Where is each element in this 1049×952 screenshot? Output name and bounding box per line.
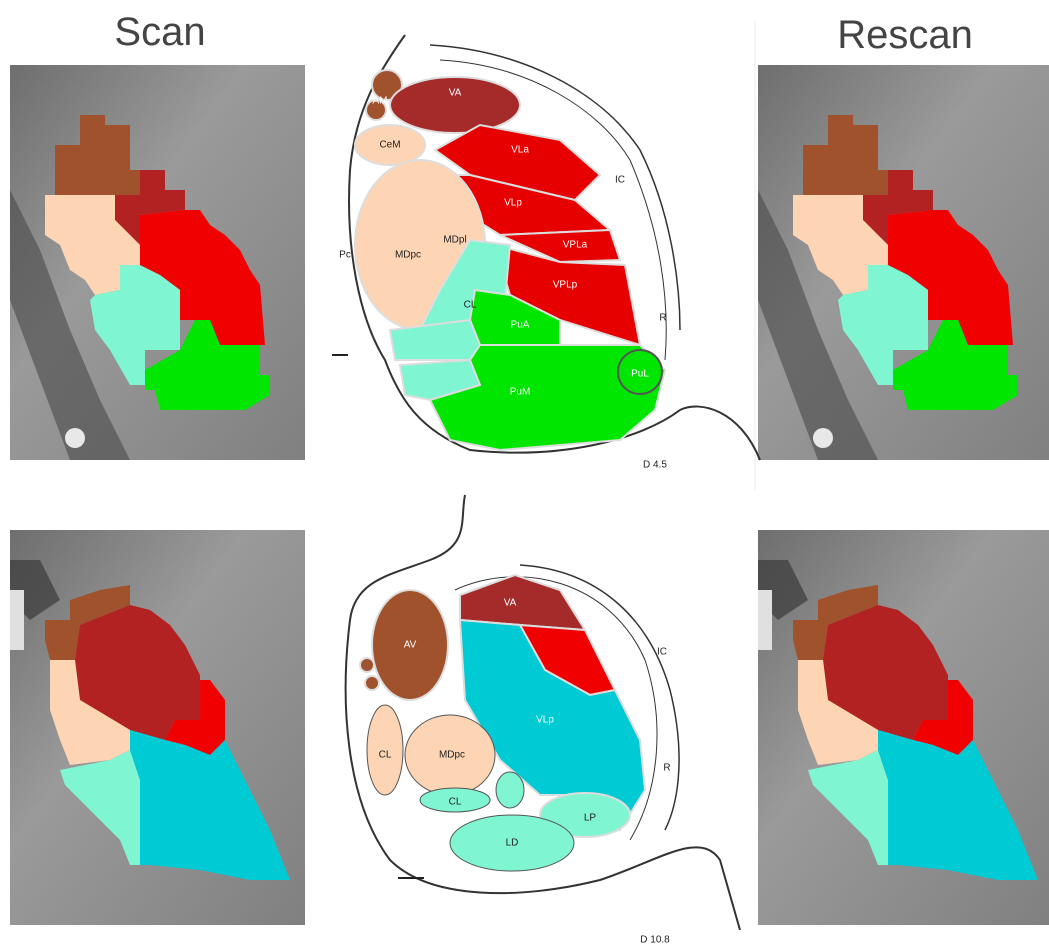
atlas-bottom: VA IC AV VLp CL MDpc CL LP LD R D 10.8 [346, 495, 740, 946]
region-label: LP [584, 813, 597, 824]
page: Scan Rescan AM VA CeM VLa VLp MDpc MDpl … [0, 0, 1049, 952]
region-label: MDpl [443, 235, 466, 246]
region-label: VPLa [563, 240, 588, 251]
caption: D 4.5 [643, 460, 667, 471]
region-label: VA [504, 598, 517, 609]
region-label: VPLp [553, 280, 578, 291]
figure: Scan Rescan AM VA CeM VLa VLp MDpc MDpl … [0, 0, 1049, 952]
region-label: MDpc [439, 750, 465, 761]
region-label: Pc [339, 250, 351, 261]
region-label: PuL [631, 369, 649, 380]
region-label: IC [657, 647, 667, 658]
region-label: AM [373, 96, 388, 107]
caption: D 10.8 [640, 935, 670, 946]
heading: Rescan [837, 13, 973, 57]
region-label: R [663, 763, 670, 774]
region-label: CL [449, 797, 462, 808]
region-label: PuA [511, 320, 530, 331]
region-label: CL [379, 750, 392, 761]
region-label: CeM [379, 140, 400, 151]
heading: Scan [114, 10, 205, 54]
region-label: AV [404, 640, 417, 651]
region-label: IC [615, 175, 625, 186]
scan-image [10, 65, 305, 460]
region-label: VLp [536, 715, 554, 726]
atlas-top: AM VA CeM VLa VLp MDpc MDpl Pc VPLa VPLp… [332, 35, 760, 471]
scan-image [10, 530, 305, 925]
region-label: VLp [504, 198, 522, 209]
region-label: CL [464, 300, 477, 311]
region-label: MDpc [395, 250, 421, 261]
region-label: VLa [511, 145, 529, 156]
rescan-image [758, 530, 1049, 925]
region-label: PuM [510, 387, 531, 398]
region-label: R [659, 313, 666, 324]
rescan-image [758, 65, 1049, 460]
region-label: LD [506, 838, 519, 849]
region-label: VA [449, 88, 462, 99]
